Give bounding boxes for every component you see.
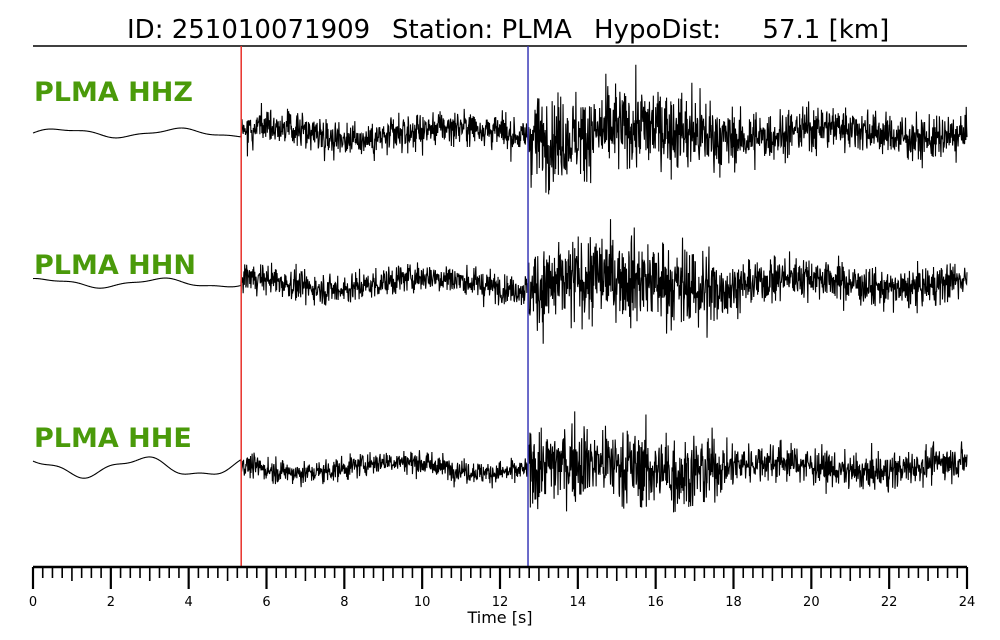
waveform-trace bbox=[32, 411, 968, 513]
figure-title-station: Station: PLMA bbox=[392, 15, 572, 45]
phase-picks bbox=[240, 46, 529, 567]
waveform-trace bbox=[32, 64, 968, 195]
x-tick-label: 4 bbox=[185, 595, 193, 610]
x-tick-label: 18 bbox=[725, 595, 742, 610]
x-tick-label: 24 bbox=[959, 595, 976, 610]
figure-title-id: ID: 251010071909 bbox=[127, 15, 370, 45]
waveform-trace bbox=[32, 219, 968, 344]
x-axis-label: Time [s] bbox=[466, 608, 532, 627]
x-tick-label: 12 bbox=[492, 595, 509, 610]
x-tick-label: 0 bbox=[29, 595, 37, 610]
x-tick-label: 10 bbox=[414, 595, 431, 610]
channel-labels: PLMA HHZ PLMA HHN PLMA HHE bbox=[34, 77, 196, 454]
channel-label: PLMA HHN bbox=[34, 250, 196, 281]
channel-label: PLMA HHZ bbox=[34, 77, 193, 108]
channel-label: PLMA HHE bbox=[34, 423, 192, 454]
x-tick-label: 8 bbox=[340, 595, 348, 610]
x-tick-label: 2 bbox=[107, 595, 115, 610]
x-tick-label: 20 bbox=[803, 595, 820, 610]
x-tick-label: 14 bbox=[570, 595, 587, 610]
figure-title-distance: HypoDist: 57.1 [km] bbox=[594, 15, 889, 45]
x-tick-label: 22 bbox=[881, 595, 898, 610]
time-axis: 0 2 4 6 8 10 12 14 16 18 20 22 24 bbox=[29, 565, 976, 610]
x-tick-label: 16 bbox=[647, 595, 664, 610]
x-tick-label: 6 bbox=[262, 595, 270, 610]
waveform-traces bbox=[32, 64, 968, 513]
